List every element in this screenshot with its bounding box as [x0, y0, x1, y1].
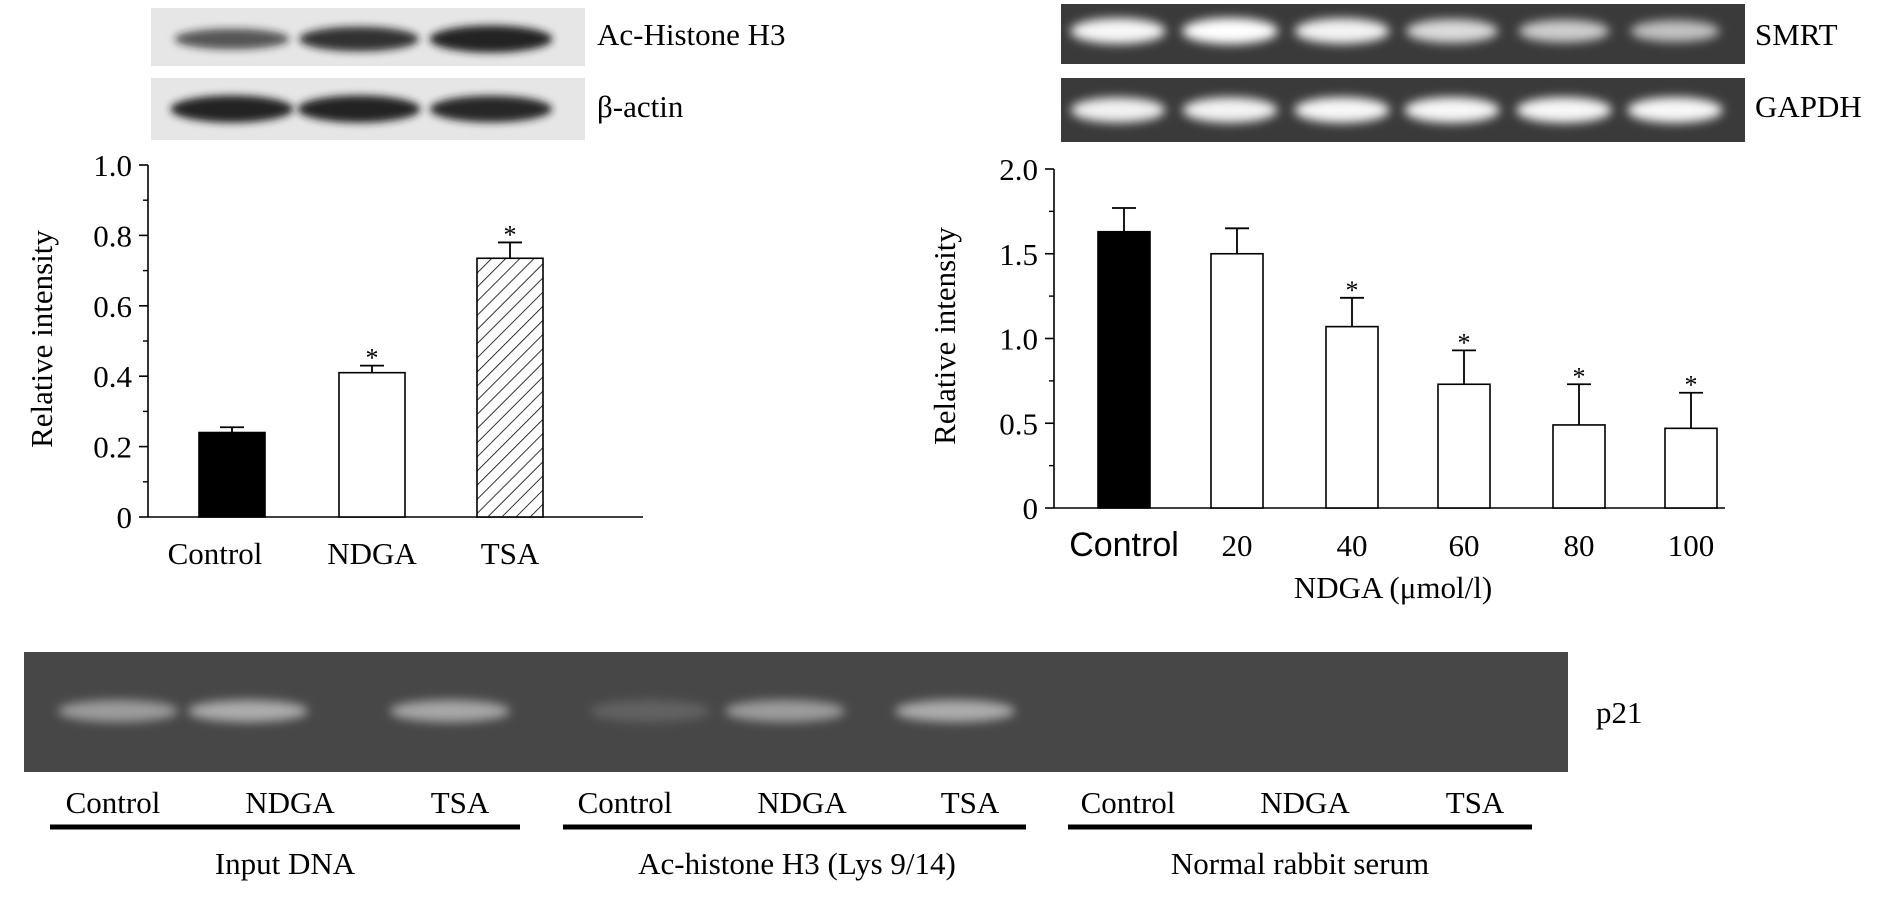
lane-label: Control — [578, 785, 673, 820]
gel-label-smrt: SMRT — [1755, 17, 1838, 52]
x-tick-label: Control — [1069, 526, 1179, 564]
significance-marker: * — [1573, 362, 1586, 391]
lane-label: NDGA — [245, 785, 335, 820]
group-label: Normal rabbit serum — [1171, 846, 1429, 881]
panel-c-group-brackets: Input DNA Ac-histone H3 (Lys 9/14) Normal … — [50, 824, 1532, 881]
gel-band — [1070, 18, 1166, 44]
lane-label: Control — [1081, 785, 1176, 820]
panel-a-blot — [151, 8, 585, 140]
gel-band — [1404, 97, 1500, 123]
chip-band — [390, 700, 510, 722]
significance-marker: * — [1346, 276, 1359, 305]
x-tick-label: TSA — [481, 536, 540, 571]
x-tick-label: 80 — [1564, 528, 1595, 563]
bar — [1437, 383, 1491, 509]
x-tick-label: NDGA — [327, 536, 417, 571]
x-tick-label: 60 — [1449, 528, 1480, 563]
gel-band — [1627, 97, 1723, 123]
lane-label: TSA — [941, 785, 1000, 820]
y-tick-label: 1.0 — [999, 322, 1038, 357]
lane-label: NDGA — [757, 785, 847, 820]
blot-label-beta-actin: β-actin — [597, 89, 684, 124]
group-label: Input DNA — [215, 846, 356, 881]
gel-band — [1518, 19, 1610, 43]
bar — [198, 431, 266, 518]
blot-band — [170, 95, 294, 123]
blot-band — [429, 25, 553, 53]
y-tick-label: 2.0 — [999, 152, 1038, 187]
lane-label: TSA — [1446, 785, 1505, 820]
significance-marker: * — [504, 220, 517, 249]
chart-a-ylabel: Relative intensity — [24, 230, 59, 448]
gel-strip — [1061, 4, 1745, 64]
y-tick-label: 1.0 — [93, 148, 132, 183]
chip-band — [590, 700, 710, 722]
gel-band — [1182, 97, 1278, 123]
panel-c-lane-labels: Control NDGA TSA Control NDGA TSA Control NDGA T… — [66, 785, 1505, 820]
bar — [1097, 230, 1151, 509]
lane-label: NDGA — [1260, 785, 1350, 820]
y-tick-label: 0 — [117, 500, 133, 535]
gel-band — [1070, 97, 1166, 123]
y-tick-label: 1.5 — [999, 237, 1038, 272]
lane-label: TSA — [431, 785, 490, 820]
x-tick-label: 100 — [1668, 528, 1715, 563]
significance-marker: * — [1458, 328, 1471, 357]
blot-band — [297, 95, 421, 123]
chart-b: 0 0.5 1.0 1.5 2.0 Control 20 * 40 * 60 * 80 * 100 — [999, 152, 1725, 564]
y-tick-label: 0.6 — [93, 289, 132, 324]
gel-band — [1294, 97, 1390, 123]
y-tick-label: 0.8 — [93, 218, 132, 253]
panel-b-gel — [1061, 4, 1745, 142]
y-tick-label: 0.5 — [999, 406, 1038, 441]
bar — [1210, 252, 1264, 509]
bar — [1552, 424, 1606, 509]
chart-b-ylabel: Relative intensity — [927, 227, 962, 445]
bar — [476, 257, 544, 518]
gel-band — [1294, 18, 1390, 44]
gel-band — [1182, 18, 1278, 44]
x-tick-label: Control — [168, 536, 263, 571]
chip-band — [188, 700, 308, 722]
gel-band — [1406, 19, 1498, 43]
significance-marker: * — [366, 344, 379, 373]
x-tick-label: 40 — [1337, 528, 1368, 563]
gel-label-gapdh: GAPDH — [1755, 89, 1862, 124]
y-tick-label: 0.2 — [93, 430, 132, 465]
lane-label: Control — [66, 785, 161, 820]
blot-band — [299, 26, 419, 52]
panel-c-gel — [24, 652, 1568, 772]
bar — [338, 371, 406, 518]
chip-band — [895, 700, 1015, 722]
y-tick-label: 0 — [1023, 491, 1039, 526]
bar — [1664, 427, 1718, 509]
chip-band — [725, 700, 845, 722]
gel-band — [1630, 20, 1720, 42]
blot-label-ac-histone: Ac-Histone H3 — [597, 17, 786, 52]
chart-a: 0 0.2 0.4 0.6 0.8 1.0 Control * NDGA * TSA — [93, 148, 643, 571]
gel-label-p21: p21 — [1596, 695, 1643, 730]
blot-band — [429, 95, 553, 123]
chart-b-xlabel: NDGA (μmol/l) — [1294, 570, 1492, 605]
group-label: Ac-histone H3 (Lys 9/14) — [638, 846, 956, 881]
bar — [1325, 325, 1379, 509]
blot-band — [174, 28, 290, 50]
y-tick-label: 0.4 — [93, 359, 132, 394]
gel-band — [1516, 97, 1612, 123]
significance-marker: * — [1685, 371, 1698, 400]
chip-band — [58, 700, 178, 722]
x-tick-label: 20 — [1222, 528, 1253, 563]
